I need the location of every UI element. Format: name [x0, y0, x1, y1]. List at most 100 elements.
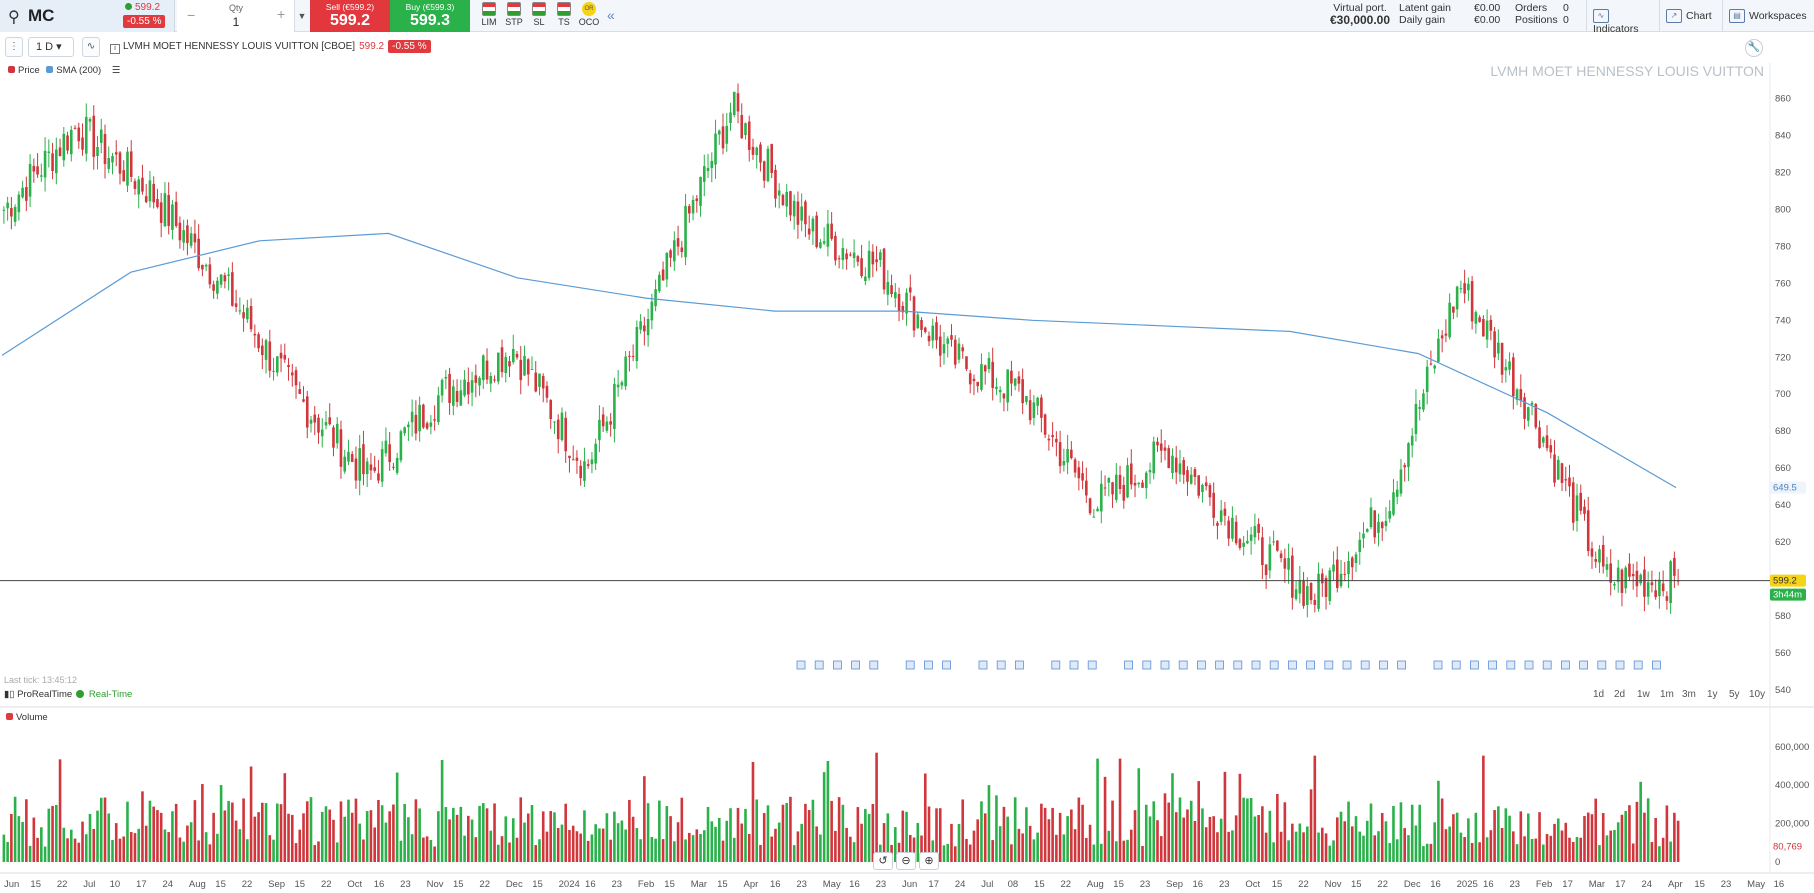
volume-bar: [1152, 801, 1156, 862]
candle-body: [294, 370, 298, 386]
workspaces-button[interactable]: ▤ Workspaces: [1722, 0, 1814, 32]
volume-bar: [1272, 842, 1275, 862]
volume-bar: [347, 799, 350, 862]
x-axis-label: Dec: [1404, 879, 1421, 890]
period-2d[interactable]: 2d: [1614, 689, 1626, 700]
order-type-ts[interactable]: TS: [551, 2, 577, 27]
candle-body: [796, 201, 800, 225]
candle-body: [1302, 580, 1305, 606]
qty-dropdown-icon[interactable]: ▼: [297, 11, 307, 21]
info-icon[interactable]: i: [110, 44, 120, 54]
period-1w[interactable]: 1w: [1637, 689, 1650, 700]
candle-body: [1489, 319, 1493, 331]
symbol-code[interactable]: MC: [28, 6, 55, 25]
candle-body: [1208, 485, 1212, 498]
volume-bar: [279, 804, 283, 862]
candle-body: [305, 396, 309, 428]
symbol-search[interactable]: ⚲ MC 599.2 -0.55 %: [0, 0, 175, 32]
quantity-stepper[interactable]: − Qty 1 +: [177, 0, 295, 32]
volume-bar: [410, 834, 414, 862]
volume-bar: [107, 813, 111, 862]
qty-decrement-button[interactable]: −: [187, 7, 196, 23]
event-marker-icon: [1197, 660, 1206, 670]
volume-bar: [137, 828, 141, 862]
candle-body: [197, 238, 200, 269]
volume-bar: [350, 812, 354, 862]
order-type-sl[interactable]: SL: [526, 2, 552, 27]
candle-body: [523, 355, 526, 376]
chart-button[interactable]: ↗ Chart: [1659, 0, 1721, 32]
instrument-info: i LVMH MOET HENNESSY LOUIS VUITTON [CBOE]…: [110, 40, 431, 54]
price-axis-label: 800: [1775, 204, 1791, 215]
sma-price-tag: 649.5: [1773, 483, 1797, 494]
volume-bar: [1171, 773, 1174, 862]
x-axis-label: 22: [479, 879, 490, 890]
volume-bar: [620, 820, 624, 862]
volume-bar: [560, 824, 564, 862]
candle-body: [688, 206, 691, 214]
period-10y[interactable]: 10y: [1749, 689, 1766, 700]
chart-type-icon[interactable]: ∿: [82, 37, 100, 57]
candle-body: [628, 355, 631, 357]
volume-bar: [167, 832, 170, 862]
period-3m[interactable]: 3m: [1682, 689, 1696, 700]
order-type-lim[interactable]: LIM: [476, 2, 502, 27]
reset-zoom-icon[interactable]: ↺: [873, 852, 893, 870]
candle-body: [875, 259, 878, 263]
x-axis-label: 24: [955, 879, 966, 890]
qty-increment-button[interactable]: +: [277, 6, 286, 22]
candle-body: [1373, 510, 1377, 538]
candle-body: [747, 121, 751, 150]
volume-bar: [1276, 793, 1279, 862]
order-type-stp[interactable]: STP: [501, 2, 527, 27]
volume-bar: [515, 837, 519, 862]
qty-input[interactable]: 1: [232, 15, 240, 29]
candle-body: [418, 404, 421, 432]
zoom-in-icon[interactable]: ⊕: [919, 852, 939, 870]
candle-body: [620, 382, 624, 386]
volume-axis-label: 200,000: [1775, 819, 1809, 830]
zoom-out-icon[interactable]: ⊖: [896, 852, 916, 870]
volume-axis-label: 0: [1775, 857, 1780, 868]
volume-bar: [1639, 781, 1642, 862]
period-1m[interactable]: 1m: [1660, 689, 1674, 700]
volume-bar: [1047, 819, 1051, 862]
indicators-button[interactable]: ∿Indicators: [1586, 0, 1658, 35]
event-marker-icon: [1597, 660, 1607, 670]
collapse-icon[interactable]: «: [607, 7, 615, 23]
price-axis-label: 860: [1775, 93, 1791, 104]
volume-bar: [961, 799, 965, 862]
candle-body: [2, 209, 6, 211]
volume-bar: [1489, 830, 1493, 862]
drawing-tools-icon[interactable]: ⋮: [5, 37, 23, 57]
candle-body: [957, 343, 961, 360]
buy-button[interactable]: Buy (€599.3) 599.3: [390, 0, 470, 32]
volume-bar: [628, 799, 631, 862]
volume-bar: [197, 840, 200, 862]
event-marker-icon: [1178, 660, 1188, 670]
candle-body: [560, 412, 564, 440]
x-axis-label: 15: [664, 879, 675, 890]
search-icon[interactable]: ⚲: [8, 9, 20, 26]
period-1y[interactable]: 1y: [1707, 689, 1718, 700]
candle-body: [1085, 480, 1088, 496]
volume-bar: [1658, 846, 1661, 862]
wrench-icon[interactable]: 🔧: [1745, 39, 1763, 57]
timeframe-select[interactable]: 1 D ▾: [28, 37, 74, 57]
volume-bar: [320, 811, 324, 862]
volume-bar: [916, 822, 920, 862]
order-type-oco[interactable]: OR OCO: [576, 2, 602, 27]
period-5y[interactable]: 5y: [1729, 689, 1740, 700]
list-icon[interactable]: ☰: [111, 65, 121, 76]
candle-body: [1339, 573, 1343, 587]
candle-body: [377, 473, 380, 481]
volume-bar: [1010, 844, 1013, 862]
volume-bar: [1328, 845, 1332, 862]
candles: [2, 83, 1680, 862]
orders-positions-labels: Orders Positions: [1515, 2, 1558, 26]
sell-button[interactable]: Sell (€599.2) 599.2: [310, 0, 390, 32]
volume-bar: [1650, 842, 1654, 862]
period-1d[interactable]: 1d: [1593, 689, 1605, 700]
candle-body: [826, 223, 830, 247]
